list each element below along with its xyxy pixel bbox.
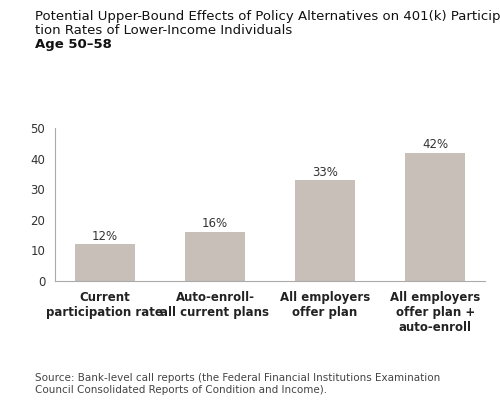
Text: Source: Bank-level call reports (the Federal Financial Institutions Examination
: Source: Bank-level call reports (the Fed… xyxy=(35,373,440,395)
Text: 42%: 42% xyxy=(422,138,448,151)
Text: 16%: 16% xyxy=(202,217,228,231)
Bar xyxy=(184,232,245,281)
Text: tion Rates of Lower-Income Individuals: tion Rates of Lower-Income Individuals xyxy=(35,24,292,37)
Bar xyxy=(74,244,135,281)
Text: Age 50–58: Age 50–58 xyxy=(35,38,112,51)
Text: Potential Upper-Bound Effects of Policy Alternatives on 401(k) Participa-: Potential Upper-Bound Effects of Policy … xyxy=(35,10,500,23)
Bar xyxy=(295,180,356,281)
Text: 12%: 12% xyxy=(92,230,118,243)
Bar xyxy=(405,153,466,281)
Text: 33%: 33% xyxy=(312,166,338,178)
